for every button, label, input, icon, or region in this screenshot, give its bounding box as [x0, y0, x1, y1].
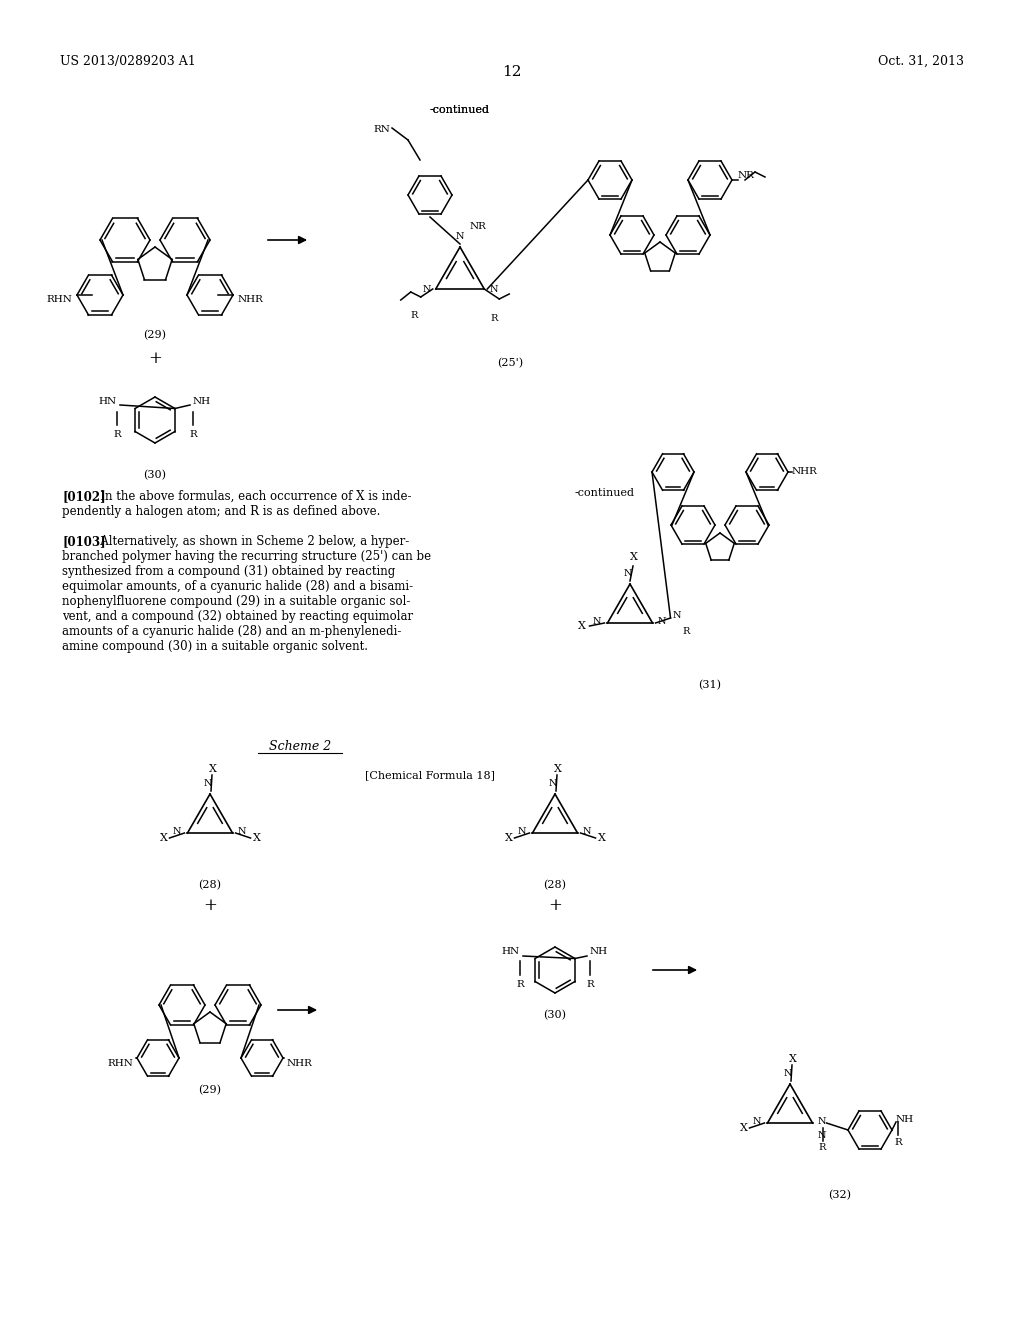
- Text: N: N: [593, 616, 601, 626]
- Text: NHR: NHR: [792, 467, 818, 477]
- Text: N: N: [817, 1117, 826, 1126]
- Text: N: N: [204, 779, 212, 788]
- Text: N: N: [624, 569, 632, 578]
- Text: (28): (28): [199, 880, 221, 890]
- Text: (32): (32): [828, 1191, 852, 1200]
- Text: RHN: RHN: [46, 296, 72, 305]
- Text: [Chemical Formula 18]: [Chemical Formula 18]: [365, 770, 495, 780]
- Text: NH: NH: [590, 948, 608, 957]
- Text: X: X: [253, 833, 260, 843]
- Text: HN: HN: [502, 948, 520, 957]
- Text: NR: NR: [470, 222, 486, 231]
- Text: +: +: [548, 898, 562, 913]
- Text: N: N: [753, 1117, 762, 1126]
- Text: US 2013/0289203 A1: US 2013/0289203 A1: [60, 55, 196, 69]
- Text: N: N: [783, 1069, 793, 1078]
- Text: N: N: [518, 826, 526, 836]
- Text: [0102]: [0102]: [62, 490, 105, 503]
- Text: (30): (30): [143, 470, 167, 480]
- Text: X: X: [739, 1123, 748, 1133]
- Text: X: X: [209, 764, 217, 774]
- Text: NH: NH: [193, 397, 211, 407]
- Text: equimolar amounts, of a cyanuric halide (28) and a bisami-: equimolar amounts, of a cyanuric halide …: [62, 579, 413, 593]
- Text: pendently a halogen atom; and R is as defined above.: pendently a halogen atom; and R is as de…: [62, 506, 380, 517]
- Text: X: X: [630, 552, 638, 562]
- Text: R: R: [189, 430, 197, 440]
- Text: R: R: [516, 979, 524, 989]
- Text: In the above formulas, each occurrence of X is inde-: In the above formulas, each occurrence o…: [89, 490, 412, 503]
- Text: vent, and a compound (32) obtained by reacting equimolar: vent, and a compound (32) obtained by re…: [62, 610, 413, 623]
- Text: (31): (31): [698, 680, 722, 690]
- Text: N: N: [173, 826, 181, 836]
- Text: N: N: [238, 826, 246, 836]
- Text: N: N: [657, 616, 666, 626]
- Text: N: N: [817, 1131, 826, 1140]
- Text: R: R: [683, 627, 690, 635]
- Text: Oct. 31, 2013: Oct. 31, 2013: [878, 55, 964, 69]
- Text: (30): (30): [544, 1010, 566, 1020]
- Text: branched polymer having the recurring structure (25') can be: branched polymer having the recurring st…: [62, 550, 431, 564]
- Text: HN: HN: [99, 397, 117, 407]
- Text: nophenylfluorene compound (29) in a suitable organic sol-: nophenylfluorene compound (29) in a suit…: [62, 595, 411, 609]
- Text: R: R: [894, 1138, 902, 1147]
- Text: X: X: [505, 833, 512, 843]
- Text: X: X: [790, 1053, 797, 1064]
- Text: NHR: NHR: [238, 296, 264, 305]
- Text: N: N: [489, 285, 498, 293]
- Text: R: R: [586, 979, 594, 989]
- Text: RHN: RHN: [108, 1059, 133, 1068]
- Text: Alternatively, as shown in Scheme 2 below, a hyper-: Alternatively, as shown in Scheme 2 belo…: [89, 535, 410, 548]
- Text: NHR: NHR: [287, 1059, 313, 1068]
- Text: RN: RN: [373, 125, 390, 135]
- Text: X: X: [598, 833, 605, 843]
- Text: [0103]: [0103]: [62, 535, 105, 548]
- Text: R: R: [819, 1143, 826, 1152]
- Text: +: +: [148, 350, 162, 367]
- Text: N: N: [583, 826, 591, 836]
- Text: NR: NR: [738, 170, 755, 180]
- Text: R: R: [410, 312, 418, 319]
- Text: N: N: [673, 610, 681, 619]
- Text: -continued: -continued: [575, 488, 635, 498]
- Text: (25'): (25'): [497, 358, 523, 368]
- Text: N: N: [456, 232, 464, 242]
- Text: amounts of a cyanuric halide (28) and an m-phenylenedi-: amounts of a cyanuric halide (28) and an…: [62, 624, 401, 638]
- Text: X: X: [554, 764, 562, 774]
- Text: -continued: -continued: [430, 106, 490, 115]
- Text: R: R: [113, 430, 121, 440]
- Text: NH: NH: [896, 1115, 914, 1125]
- Text: X: X: [578, 620, 586, 631]
- Text: N: N: [422, 285, 431, 293]
- Text: -continued: -continued: [430, 106, 490, 115]
- Text: N: N: [549, 779, 557, 788]
- Text: synthesized from a compound (31) obtained by reacting: synthesized from a compound (31) obtaine…: [62, 565, 395, 578]
- Text: amine compound (30) in a suitable organic solvent.: amine compound (30) in a suitable organi…: [62, 640, 368, 653]
- Text: (29): (29): [143, 330, 167, 341]
- Text: X: X: [160, 833, 168, 843]
- Text: +: +: [203, 898, 217, 913]
- Text: 12: 12: [502, 65, 522, 79]
- Text: Scheme 2: Scheme 2: [269, 741, 331, 752]
- Text: (28): (28): [544, 880, 566, 890]
- Text: (29): (29): [199, 1085, 221, 1096]
- Text: R: R: [490, 314, 498, 323]
